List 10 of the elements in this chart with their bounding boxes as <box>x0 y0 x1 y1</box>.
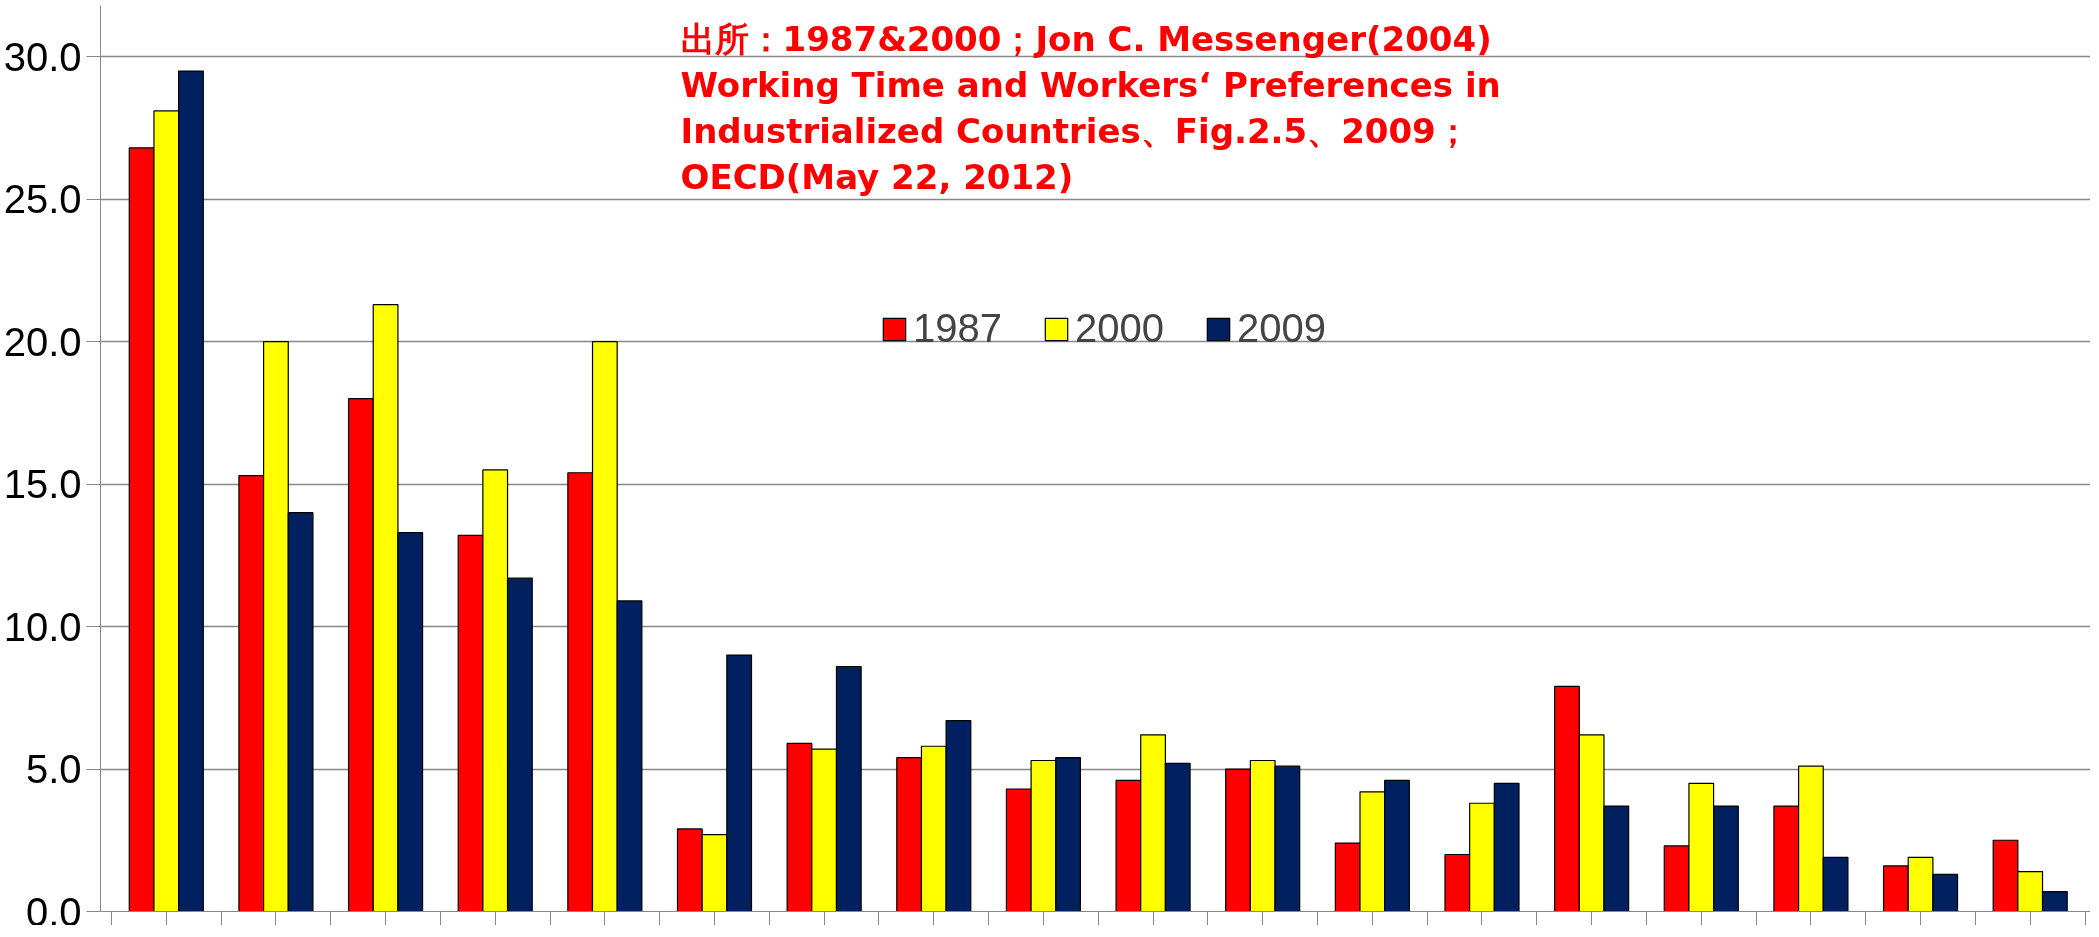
y-tick-label: 25.0 <box>3 177 82 222</box>
legend-label: 2000 <box>1074 306 1164 351</box>
y-tick-label: 5.0 <box>25 747 82 792</box>
y-tick-label: 20.0 <box>3 319 82 364</box>
legend-label: 1987 <box>913 306 1002 351</box>
y-tick-label: 15.0 <box>3 462 82 507</box>
legend-label: 2009 <box>1236 306 1326 351</box>
y-tick-label: 10.0 <box>3 604 82 649</box>
annotation: 出所：1987&2000；Jon C. Messenger(2004) Working Time and Workers‘ Preferences in Industrialized Countries、Fig.2.5、2009； OECD(May 22, 2012) <box>680 18 1501 197</box>
y-tick-label: 30.0 <box>3 34 82 79</box>
